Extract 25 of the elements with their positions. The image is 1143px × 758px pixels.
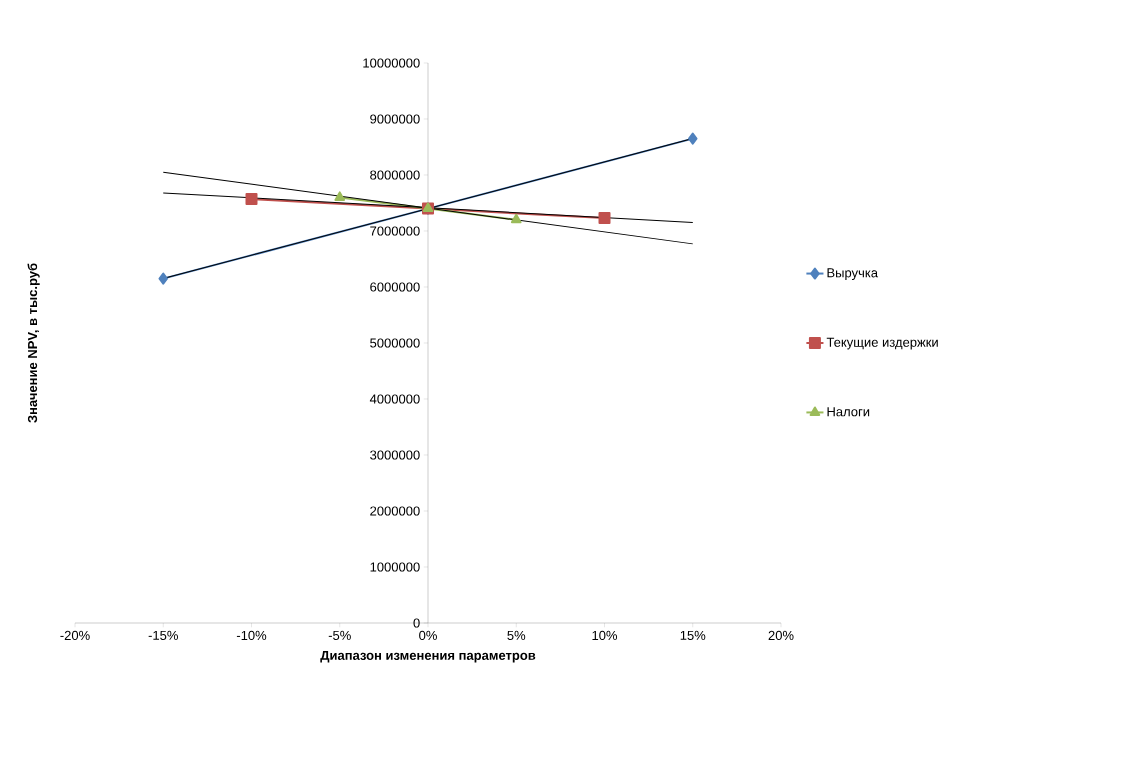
x-tick-label: -20% <box>60 630 90 640</box>
x-tick-label: -10% <box>236 630 267 640</box>
legend-label: Выручка <box>827 268 879 280</box>
x-tick-label: -15% <box>148 630 178 640</box>
y-tick-label: 8000000 <box>370 170 420 180</box>
x-axis-title: Диапазон изменения параметров <box>320 650 536 663</box>
legend-label: Текущие издержки <box>826 337 938 350</box>
y-tick-label: 0 <box>413 618 420 628</box>
y-axis-title: Значение NPV, в тыс.руб <box>27 263 40 423</box>
x-tick-label: 15% <box>680 630 706 640</box>
y-tick-label: 4000000 <box>369 394 420 404</box>
legend-label: Налоги <box>827 407 870 417</box>
x-tick-label: 20% <box>768 630 794 640</box>
x-tick-label: -5% <box>328 630 351 640</box>
y-tick-label: 3000000 <box>370 450 420 460</box>
x-tick-label: 0% <box>419 630 437 640</box>
y-tick-label: 9000000 <box>370 114 420 124</box>
y-tick-label: 10000000 <box>363 58 420 68</box>
y-tick-label: 1000000 <box>370 562 420 572</box>
y-tick-label: 7000000 <box>370 226 420 236</box>
x-tick-label: 10% <box>592 630 618 640</box>
y-tick-label: 5000000 <box>370 338 420 348</box>
y-tick-label: 2000000 <box>370 506 420 516</box>
y-tick-label: 6000000 <box>370 282 420 292</box>
x-tick-label: 5% <box>507 630 526 640</box>
